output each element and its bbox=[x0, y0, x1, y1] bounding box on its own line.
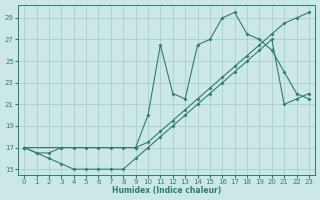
X-axis label: Humidex (Indice chaleur): Humidex (Indice chaleur) bbox=[112, 186, 221, 195]
